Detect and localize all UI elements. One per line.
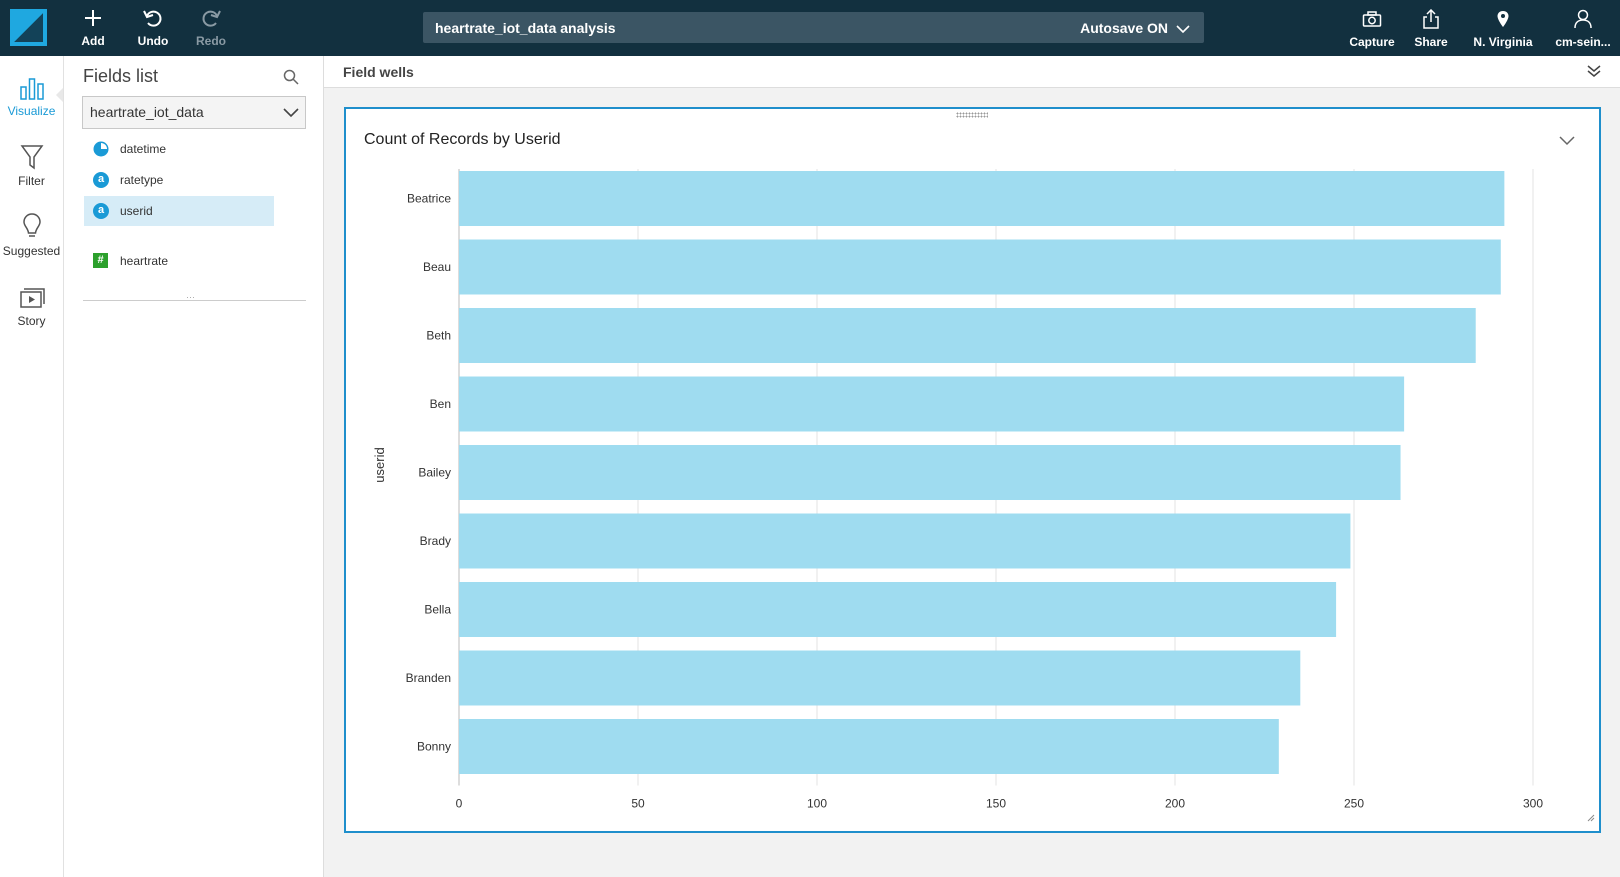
string-field-icon: a bbox=[93, 172, 109, 188]
left-nav-rail: Visualize Filter Suggested Story bbox=[0, 56, 64, 877]
nav-story-label: Story bbox=[17, 314, 46, 328]
redo-icon bbox=[181, 6, 241, 30]
bar[interactable] bbox=[459, 650, 1301, 706]
category-label: Beau bbox=[423, 260, 451, 274]
field-label: heartrate bbox=[120, 254, 169, 268]
bar[interactable] bbox=[459, 308, 1476, 363]
user-label: cm-sein... bbox=[1555, 35, 1611, 49]
share-button[interactable]: Share bbox=[1411, 8, 1451, 49]
category-label: Branden bbox=[406, 671, 451, 685]
field-item-ratetype[interactable]: a ratetype bbox=[84, 165, 274, 195]
field-label: ratetype bbox=[120, 173, 164, 187]
camera-icon bbox=[1349, 8, 1395, 30]
divider-drag-handle[interactable]: ⋯ bbox=[186, 292, 196, 302]
dataset-select[interactable]: heartrate_iot_data bbox=[82, 96, 306, 129]
fields-list-title: Fields list bbox=[83, 66, 159, 86]
search-icon[interactable] bbox=[283, 69, 299, 90]
category-label: Brady bbox=[420, 534, 451, 548]
chevron-down-icon[interactable] bbox=[1559, 133, 1575, 151]
category-label: Bonny bbox=[417, 740, 451, 754]
visual-drag-handle[interactable] bbox=[956, 112, 988, 118]
x-tick-label: 150 bbox=[986, 797, 1006, 811]
x-tick-label: 100 bbox=[807, 797, 827, 811]
nav-filter-label: Filter bbox=[18, 174, 45, 188]
user-icon bbox=[1552, 8, 1614, 30]
undo-label: Undo bbox=[137, 34, 169, 48]
bar[interactable] bbox=[459, 445, 1401, 500]
chevron-down-icon[interactable] bbox=[1176, 21, 1190, 39]
redo-label: Redo bbox=[196, 34, 226, 48]
user-menu[interactable]: cm-sein... bbox=[1552, 8, 1614, 49]
category-label: Bella bbox=[424, 603, 451, 617]
nav-filter[interactable]: Filter bbox=[0, 138, 63, 188]
visual-card[interactable]: Count of Records by Userid 0 50 100 150 200 2… bbox=[344, 107, 1601, 833]
category-label: Ben bbox=[430, 397, 451, 411]
fields-list-panel: Fields list heartrate_iot_data datetime … bbox=[64, 56, 324, 877]
undo-button[interactable]: Undo bbox=[123, 6, 183, 48]
region-selector[interactable]: N. Virginia bbox=[1470, 8, 1536, 49]
x-tick-label: 0 bbox=[456, 797, 463, 811]
autosave-toggle[interactable]: Autosave ON bbox=[1080, 20, 1168, 36]
bar[interactable] bbox=[459, 239, 1501, 295]
add-button[interactable]: Add bbox=[63, 6, 123, 48]
bar[interactable] bbox=[459, 171, 1505, 226]
date-field-icon bbox=[93, 141, 109, 157]
bar-chart[interactable]: 0 50 100 150 200 250 300 Beatrice Beau Beth Ben Bai… bbox=[346, 109, 1599, 831]
field-item-userid[interactable]: a userid bbox=[84, 196, 274, 226]
share-icon bbox=[1411, 8, 1451, 30]
nav-visualize[interactable]: Visualize bbox=[0, 68, 63, 118]
category-label: Bailey bbox=[418, 466, 451, 480]
story-icon bbox=[0, 278, 63, 310]
string-field-icon: a bbox=[93, 203, 109, 219]
location-pin-icon bbox=[1470, 8, 1536, 30]
add-label: Add bbox=[81, 34, 105, 48]
nav-story[interactable]: Story bbox=[0, 278, 63, 328]
x-tick-label: 200 bbox=[1165, 797, 1185, 811]
category-label: Beth bbox=[426, 329, 451, 343]
chevron-down-icon bbox=[283, 105, 299, 123]
analysis-title[interactable]: heartrate_iot_data analysis bbox=[435, 20, 616, 36]
field-label: datetime bbox=[120, 142, 167, 156]
x-tick-label: 250 bbox=[1344, 797, 1364, 811]
filter-icon bbox=[0, 138, 63, 170]
field-item-datetime[interactable]: datetime bbox=[84, 134, 274, 164]
capture-button[interactable]: Capture bbox=[1349, 8, 1395, 49]
undo-icon bbox=[123, 6, 183, 30]
nav-visualize-label: Visualize bbox=[7, 104, 56, 118]
bar[interactable] bbox=[459, 513, 1351, 569]
resize-handle-icon[interactable] bbox=[1587, 809, 1595, 827]
bar[interactable] bbox=[459, 719, 1279, 774]
field-wells-bar[interactable]: Field wells bbox=[324, 56, 1620, 88]
analysis-title-bar[interactable]: heartrate_iot_data analysis Autosave ON bbox=[423, 12, 1204, 43]
share-label: Share bbox=[1414, 35, 1448, 49]
double-chevron-down-icon[interactable] bbox=[1586, 64, 1602, 83]
number-field-icon: # bbox=[93, 253, 109, 269]
capture-label: Capture bbox=[1349, 35, 1395, 49]
redo-button[interactable]: Redo bbox=[181, 6, 241, 48]
region-label: N. Virginia bbox=[1473, 35, 1533, 49]
lightbulb-icon bbox=[0, 208, 63, 240]
x-tick-label: 300 bbox=[1523, 797, 1543, 811]
category-label: Beatrice bbox=[407, 192, 451, 206]
bar[interactable] bbox=[459, 582, 1337, 637]
quicksight-logo[interactable] bbox=[10, 9, 47, 46]
bar-chart-icon bbox=[0, 68, 63, 100]
chart-title: Count of Records by Userid bbox=[364, 131, 561, 148]
nav-suggested-label: Suggested bbox=[2, 244, 61, 258]
nav-suggested[interactable]: Suggested bbox=[0, 208, 63, 258]
dataset-name: heartrate_iot_data bbox=[90, 104, 204, 120]
dimensions-measures-divider bbox=[83, 300, 306, 301]
field-wells-title: Field wells bbox=[343, 64, 414, 80]
field-item-heartrate[interactable]: # heartrate bbox=[84, 246, 274, 276]
active-indicator bbox=[56, 88, 63, 102]
x-tick-label: 50 bbox=[631, 797, 645, 811]
top-toolbar: Add Undo Redo heartrate_iot_data analysi… bbox=[0, 0, 1620, 56]
plus-icon bbox=[63, 6, 123, 30]
bar[interactable] bbox=[459, 376, 1405, 432]
field-label: userid bbox=[120, 204, 153, 218]
y-axis-title: userid bbox=[372, 447, 387, 482]
